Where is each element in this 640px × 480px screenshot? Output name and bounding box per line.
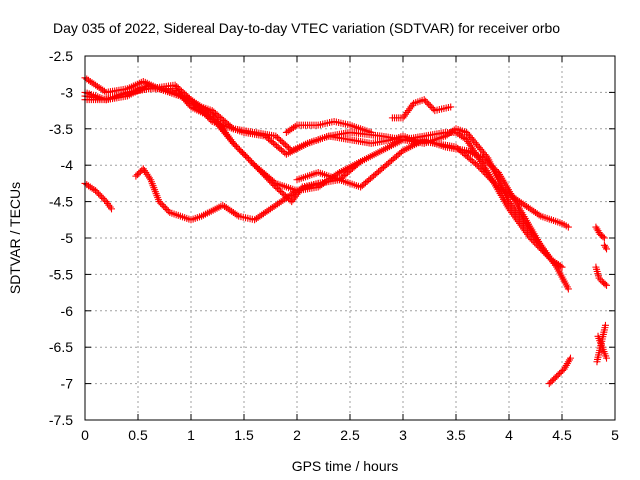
y-tick-label: -5 — [61, 230, 74, 246]
x-tick-label: 0 — [81, 427, 89, 443]
chart-background — [0, 0, 640, 480]
x-tick-label: 4 — [505, 427, 513, 443]
y-tick-label: -4 — [61, 157, 74, 173]
x-tick-label: 4.5 — [552, 427, 572, 443]
x-axis-title: GPS time / hours — [292, 458, 399, 474]
y-tick-label: -5.5 — [49, 266, 73, 282]
y-tick-label: -3 — [61, 84, 74, 100]
x-tick-label: 2.5 — [340, 427, 360, 443]
x-tick-label: 1.5 — [234, 427, 254, 443]
y-tick-label: -6.5 — [49, 339, 73, 355]
sdtvar-chart: Day 035 of 2022, Sidereal Day-to-day VTE… — [0, 0, 640, 480]
x-tick-label: 5 — [611, 427, 619, 443]
x-tick-label: 1 — [187, 427, 195, 443]
y-tick-label: -6 — [61, 303, 74, 319]
y-tick-label: -4.5 — [49, 194, 73, 210]
y-tick-label: -3.5 — [49, 121, 73, 137]
x-tick-label: 2 — [293, 427, 301, 443]
x-tick-label: 3.5 — [446, 427, 466, 443]
y-tick-label: -7 — [61, 376, 74, 392]
y-tick-label: -2.5 — [49, 48, 73, 64]
y-axis-title: SDTVAR / TECUs — [7, 182, 23, 294]
x-tick-label: 0.5 — [128, 427, 148, 443]
chart-title: Day 035 of 2022, Sidereal Day-to-day VTE… — [53, 20, 560, 36]
x-tick-label: 3 — [399, 427, 407, 443]
y-tick-label: -7.5 — [49, 412, 73, 428]
